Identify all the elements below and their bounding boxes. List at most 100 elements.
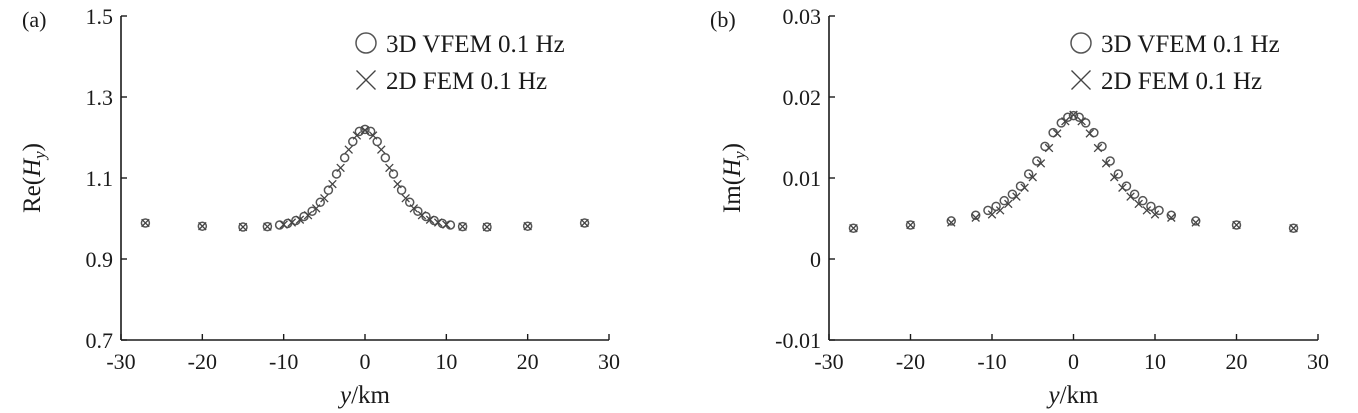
data-point-circle [991, 201, 1001, 212]
legend-label: 3D VFEM 0.1 Hz [1101, 31, 1280, 58]
cross-stroke [320, 193, 329, 203]
data-point-cross [311, 204, 321, 213]
data-point-circle [1121, 181, 1132, 191]
data-point-circle [1023, 169, 1034, 179]
data-point-cross [906, 220, 915, 230]
y-tick-label: 0 [810, 247, 821, 272]
cross-stroke [279, 220, 288, 229]
cross-stroke [849, 223, 858, 233]
data-point-cross [433, 218, 443, 227]
data-point-circle [1191, 216, 1201, 226]
data-point-cross [1020, 183, 1029, 192]
x-axis-title: y/km [337, 382, 391, 409]
data-point-cross [344, 145, 353, 154]
cross-stroke [946, 218, 956, 227]
data-point-cross [401, 193, 410, 203]
data-point-cross [287, 218, 297, 227]
data-point-cross [1289, 223, 1298, 233]
data-point-cross [1232, 220, 1241, 230]
data-point-cross [385, 163, 394, 173]
cross-stroke [1052, 129, 1062, 138]
cross-stroke [1142, 206, 1152, 215]
x-tick-label: -30 [814, 349, 843, 374]
data-point-cross [141, 218, 150, 228]
cross-stroke [1191, 218, 1201, 227]
y-axis-title: Re(Hy) [19, 143, 49, 213]
data-point-circle [1070, 32, 1092, 54]
data-point-cross [336, 163, 345, 173]
data-point-cross [198, 221, 207, 231]
data-point-cross [279, 220, 288, 229]
cross-stroke [1020, 183, 1029, 192]
chart-panel-b: -30 -20 -10 0 10 20 30 -0.01 0 0.01 0.02 0.03 (b) y/k… [710, 4, 1329, 409]
data-point-cross [360, 125, 370, 135]
data-point-circle [140, 218, 151, 228]
cross-stroke [1232, 220, 1241, 230]
cross-stroke [433, 218, 443, 227]
data-point-cross [295, 215, 305, 224]
data-point-cross [1118, 183, 1127, 192]
data-point-circle [404, 197, 415, 208]
cross-stroke [1134, 199, 1143, 209]
x-tick-label: 20 [1226, 349, 1248, 374]
cross-stroke [442, 220, 451, 229]
panel-label: (a) [22, 7, 46, 32]
data-point-circle [457, 221, 468, 232]
cross-stroke [458, 222, 467, 231]
data-point-cross [523, 221, 532, 231]
cross-stroke [303, 211, 313, 220]
data-point-cross [995, 206, 1005, 215]
x-tick-label: 0 [360, 349, 371, 374]
series-3d-vfem [848, 110, 1299, 233]
cross-stroke [385, 163, 394, 173]
y-tick-label: 0.01 [783, 166, 822, 191]
y-tick-label: 1.1 [86, 166, 114, 191]
data-point-circle [1113, 169, 1124, 179]
data-point-cross [263, 222, 272, 231]
data-point-circle [238, 222, 248, 232]
data-point-cross [238, 222, 248, 232]
data-point-cross [1109, 172, 1119, 182]
data-point-circle [1040, 141, 1050, 152]
cross-stroke [1077, 117, 1086, 126]
cross-stroke [1118, 183, 1127, 192]
data-point-circle [482, 222, 492, 232]
data-point-circle [1154, 205, 1164, 216]
cross-stroke [906, 220, 915, 230]
cross-stroke [1085, 129, 1095, 138]
data-point-cross [1101, 159, 1111, 168]
data-point-circle [331, 169, 342, 179]
data-point-circle [579, 218, 590, 228]
data-point-circle [1231, 220, 1242, 230]
data-point-cross [1150, 210, 1160, 219]
data-point-circle [372, 136, 382, 147]
cross-stroke [1069, 110, 1078, 120]
x-tick-label: -10 [269, 349, 298, 374]
data-point-circle [970, 210, 981, 221]
data-point-cross [482, 222, 492, 232]
data-point-cross [377, 145, 386, 154]
x-tick-label: 10 [1144, 349, 1166, 374]
x-tick-label: 30 [1307, 349, 1329, 374]
series-2d-fem [849, 110, 1298, 233]
cross-stroke [1167, 213, 1176, 222]
data-point-circle [522, 221, 533, 231]
data-point-circle [999, 195, 1009, 206]
cross-stroke [1071, 70, 1091, 90]
data-point-cross [1012, 192, 1021, 201]
cross-stroke [987, 210, 997, 219]
data-point-circle [848, 223, 859, 233]
cross-stroke [409, 204, 419, 213]
cross-stroke [311, 204, 321, 213]
data-point-cross [1052, 129, 1062, 138]
data-point-cross [1126, 192, 1135, 201]
cross-stroke [328, 179, 337, 189]
data-point-cross [425, 215, 435, 224]
cross-stroke [1126, 192, 1135, 201]
legend: 3D VFEM 0.1 Hz 2D FEM 0.1 Hz [355, 31, 565, 95]
x-tick-label: -20 [188, 349, 217, 374]
data-point-circle [307, 206, 317, 216]
data-point-cross [849, 223, 858, 233]
data-point-cross [1077, 117, 1086, 126]
cross-stroke [1028, 172, 1038, 182]
